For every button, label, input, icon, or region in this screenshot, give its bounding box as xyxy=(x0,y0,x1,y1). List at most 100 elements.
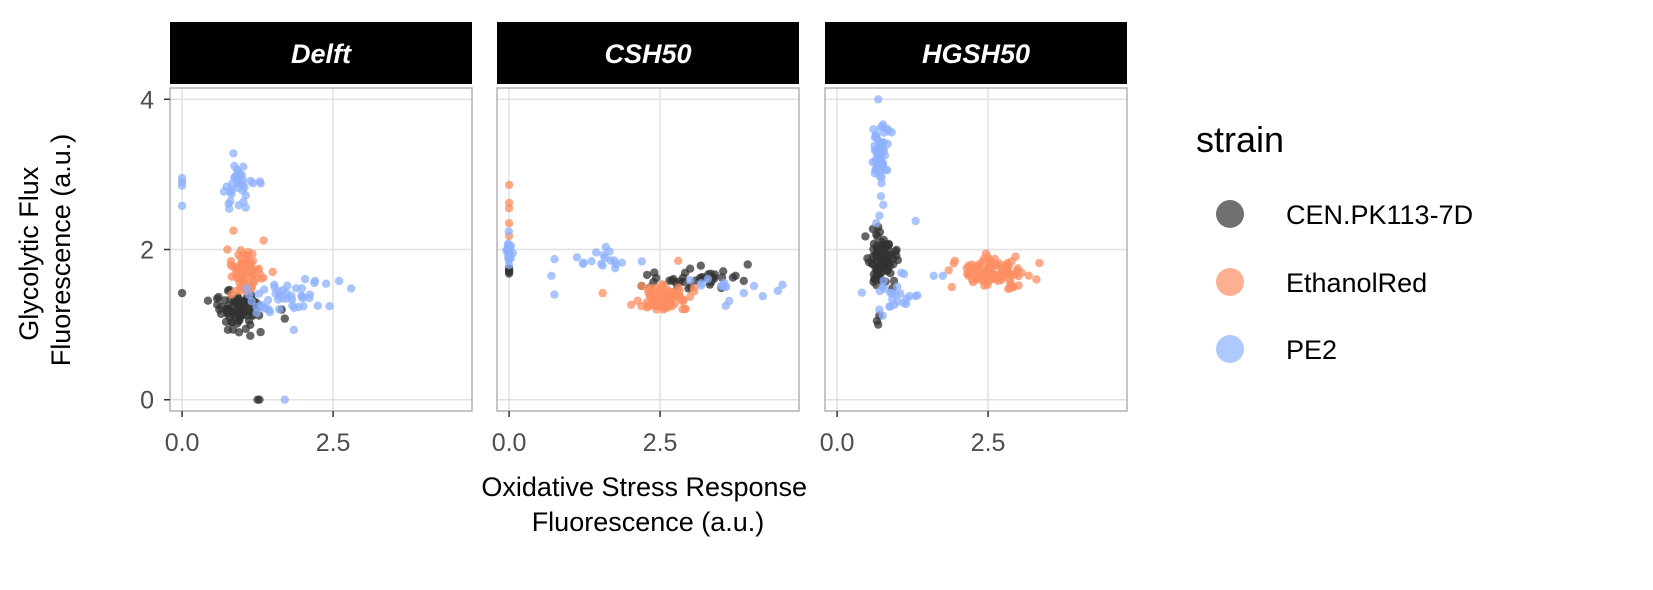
point-cen-pk113-7d xyxy=(877,238,887,247)
point-cen-pk113-7d xyxy=(239,304,248,313)
point-pe2 xyxy=(876,142,886,152)
point-pe2 xyxy=(778,280,787,289)
point-pe2 xyxy=(876,123,885,132)
point-pe2 xyxy=(875,211,884,220)
point-pe2 xyxy=(321,279,331,288)
point-ethanolred xyxy=(674,283,683,292)
point-cen-pk113-7d xyxy=(667,276,677,285)
point-ethanolred xyxy=(231,287,240,296)
point-pe2 xyxy=(313,301,322,310)
point-pe2 xyxy=(239,197,248,206)
point-ethanolred xyxy=(633,296,642,305)
facet-label-csh50: CSH50 xyxy=(604,39,691,69)
x-axis-title-line-2: Fluorescence (a.u.) xyxy=(532,507,765,537)
point-ethanolred xyxy=(240,269,249,279)
facet-csh50: CSH50 0.0 2.5 xyxy=(492,22,800,457)
point-pe2 xyxy=(897,268,906,277)
point-ethanolred xyxy=(993,260,1002,270)
point-ethanolred xyxy=(989,274,999,283)
point-pe2 xyxy=(749,281,759,291)
point-pe2 xyxy=(739,288,748,298)
point-pe2 xyxy=(504,227,513,236)
point-cen-pk113-7d xyxy=(876,262,886,272)
point-ethanolred xyxy=(672,291,681,301)
point-pe2 xyxy=(239,162,248,171)
point-pe2 xyxy=(637,257,646,266)
point-cen-pk113-7d xyxy=(696,261,705,270)
point-pe2 xyxy=(233,179,243,188)
point-pe2 xyxy=(274,305,284,314)
point-pe2 xyxy=(871,165,880,174)
point-cen-pk113-7d xyxy=(743,260,752,269)
point-pe2 xyxy=(886,302,895,311)
point-cen-pk113-7d xyxy=(642,270,652,280)
point-pe2 xyxy=(879,200,888,209)
point-cen-pk113-7d xyxy=(719,267,728,276)
point-cen-pk113-7d xyxy=(177,288,187,298)
point-ethanolred xyxy=(627,300,636,309)
point-pe2 xyxy=(504,243,513,252)
point-pe2 xyxy=(878,159,888,168)
point-ethanolred xyxy=(678,305,687,314)
point-ethanolred xyxy=(1014,271,1023,281)
point-pe2 xyxy=(283,281,292,290)
point-pe2 xyxy=(252,302,261,311)
facet-hgsh50: HGSH50 0.0 2.5 xyxy=(820,22,1128,457)
point-cen-pk113-7d xyxy=(872,269,882,278)
point-pe2 xyxy=(883,139,892,149)
point-ethanolred xyxy=(1024,271,1034,280)
x-tick-label: 2.5 xyxy=(643,429,678,457)
point-pe2 xyxy=(252,308,261,318)
point-pe2 xyxy=(685,276,695,285)
legend-label-pe2: PE2 xyxy=(1286,335,1337,365)
point-pe2 xyxy=(248,178,257,188)
point-pe2 xyxy=(238,186,247,195)
point-ethanolred xyxy=(243,257,252,266)
legend-label-cen-pk113-7d: CEN.PK113-7D xyxy=(1286,200,1473,230)
point-pe2 xyxy=(579,258,588,267)
y-tick-label: 2 xyxy=(140,237,154,265)
point-pe2 xyxy=(721,282,731,291)
point-pe2 xyxy=(505,252,514,261)
point-cen-pk113-7d xyxy=(886,269,895,278)
point-pe2 xyxy=(773,286,783,295)
point-pe2 xyxy=(872,134,881,143)
point-cen-pk113-7d xyxy=(255,395,264,404)
point-pe2 xyxy=(177,201,187,211)
points-hgsh50 xyxy=(857,95,1044,329)
panel-border-hgsh50 xyxy=(824,87,1128,412)
point-cen-pk113-7d xyxy=(203,296,213,305)
y-tick-label: 0 xyxy=(140,387,154,415)
point-pe2 xyxy=(572,253,582,262)
point-cen-pk113-7d xyxy=(731,271,740,280)
point-ethanolred xyxy=(504,204,514,213)
point-cen-pk113-7d xyxy=(504,269,514,278)
x-axis-title: Oxidative Stress Response Fluorescence (… xyxy=(481,472,814,537)
point-pe2 xyxy=(875,286,884,296)
point-pe2 xyxy=(259,285,269,294)
point-pe2 xyxy=(291,284,301,293)
point-pe2 xyxy=(334,276,344,286)
point-ethanolred xyxy=(670,299,679,308)
point-ethanolred xyxy=(234,250,243,259)
point-pe2 xyxy=(876,192,886,201)
point-pe2 xyxy=(547,271,556,280)
legend-key-pe2 xyxy=(1216,335,1244,363)
point-cen-pk113-7d xyxy=(861,232,870,241)
point-ethanolred xyxy=(980,276,990,285)
point-ethanolred xyxy=(970,265,979,275)
x-axis-title-line-1: Oxidative Stress Response xyxy=(481,472,807,502)
point-pe2 xyxy=(504,260,514,270)
point-pe2 xyxy=(911,291,920,301)
point-ethanolred xyxy=(650,300,659,309)
point-pe2 xyxy=(884,126,893,135)
point-pe2 xyxy=(597,259,606,268)
point-ethanolred xyxy=(637,281,646,291)
facet-label-hgsh50: HGSH50 xyxy=(922,39,1030,69)
y-axis-title-line-1: Glycolytic Flux xyxy=(14,166,44,341)
point-pe2 xyxy=(617,258,627,267)
point-pe2 xyxy=(872,219,881,228)
x-tick-label: 0.0 xyxy=(492,429,527,457)
point-ethanolred xyxy=(646,287,656,296)
point-pe2 xyxy=(259,302,268,312)
